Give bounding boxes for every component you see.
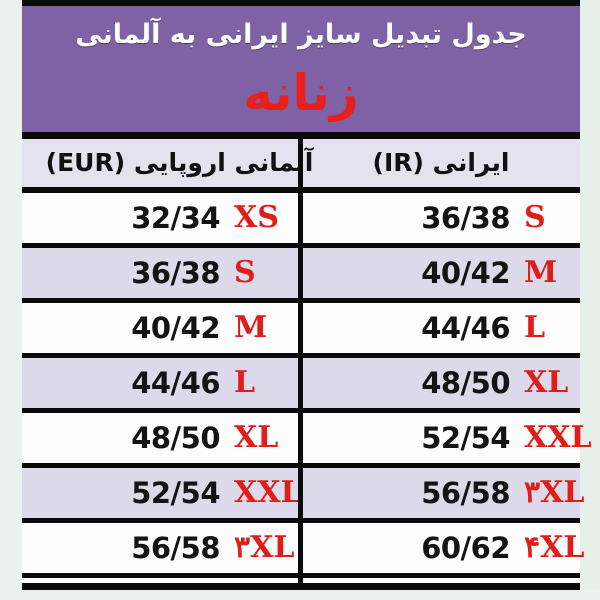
iranian-size-number: 44/46 xyxy=(421,311,510,345)
iranian-size-letter: S xyxy=(524,200,546,235)
iranian-size-letter: L xyxy=(524,310,546,345)
iranian-size-number: 52/54 xyxy=(421,421,510,455)
european-size-number: 52/54 xyxy=(131,476,220,510)
iranian-size-number: 60/62 xyxy=(421,531,510,565)
iranian-size-letter: XL xyxy=(524,365,569,400)
cell-iranian: 48/50 XL xyxy=(302,358,580,408)
column-header-european: آلمانی اروپایی (EUR) xyxy=(22,139,314,187)
banner-bottom-border xyxy=(22,132,580,139)
iranian-size-number: 48/50 xyxy=(421,366,510,400)
size-conversion-table: جدول تبدیل سایز ایرانی به آلمانی زنانه ا… xyxy=(22,0,592,590)
column-header-european-label: آلمانی اروپایی (EUR) xyxy=(45,148,314,177)
european-size-letter: XS xyxy=(234,200,279,235)
column-divider xyxy=(298,139,303,583)
european-size-letter: XXL xyxy=(234,475,302,510)
iranian-size-number: 36/38 xyxy=(421,201,510,235)
cell-european: 56/58 ۳XL xyxy=(22,523,297,573)
paper-edge-right xyxy=(580,0,600,600)
column-header-iranian: ایرانی (IR) xyxy=(372,148,510,177)
european-size-number: 40/42 xyxy=(131,311,220,345)
european-size-number: 36/38 xyxy=(131,256,220,290)
iranian-size-letter: ۳XL xyxy=(524,475,585,510)
cell-european: 32/34 XS xyxy=(22,193,297,243)
paper-edge-bottom xyxy=(0,590,600,600)
iranian-size-letter: ۴XL xyxy=(524,530,585,565)
banner-subtitle: زنانه xyxy=(243,64,359,122)
table-banner: جدول تبدیل سایز ایرانی به آلمانی زنانه xyxy=(22,6,580,132)
cell-iranian: 40/42 M xyxy=(302,248,580,298)
cell-european: 52/54 XXL xyxy=(22,468,301,518)
european-size-letter: XL xyxy=(234,420,279,455)
cell-european: 44/46 L xyxy=(22,358,297,408)
european-size-number: 48/50 xyxy=(131,421,220,455)
cell-iranian: 56/58 ۳XL xyxy=(302,468,584,518)
cell-european: 40/42 M xyxy=(22,303,297,353)
cell-iranian: 36/38 S xyxy=(302,193,580,243)
cell-european: 36/38 S xyxy=(22,248,297,298)
cell-iranian: 44/46 L xyxy=(302,303,580,353)
table-bottom-border xyxy=(22,583,580,590)
cell-european: 48/50 XL xyxy=(22,413,297,463)
iranian-size-number: 40/42 xyxy=(421,256,510,290)
european-size-letter: ۳XL xyxy=(234,530,295,565)
european-size-number: 56/58 xyxy=(131,531,220,565)
table-top-border xyxy=(22,0,580,6)
european-size-number: 44/46 xyxy=(131,366,220,400)
cell-iranian: 60/62 ۴XL xyxy=(302,523,584,573)
banner-title: جدول تبدیل سایز ایرانی به آلمانی xyxy=(75,19,527,50)
european-size-letter: S xyxy=(234,255,256,290)
cell-iranian: 52/54 XXL xyxy=(302,413,591,463)
european-size-number: 32/34 xyxy=(131,201,220,235)
iranian-size-letter: XXL xyxy=(524,420,592,455)
iranian-size-number: 56/58 xyxy=(421,476,510,510)
iranian-size-letter: M xyxy=(524,255,558,290)
european-size-letter: L xyxy=(234,365,256,400)
paper-edge-left xyxy=(0,0,22,600)
european-size-letter: M xyxy=(234,310,268,345)
